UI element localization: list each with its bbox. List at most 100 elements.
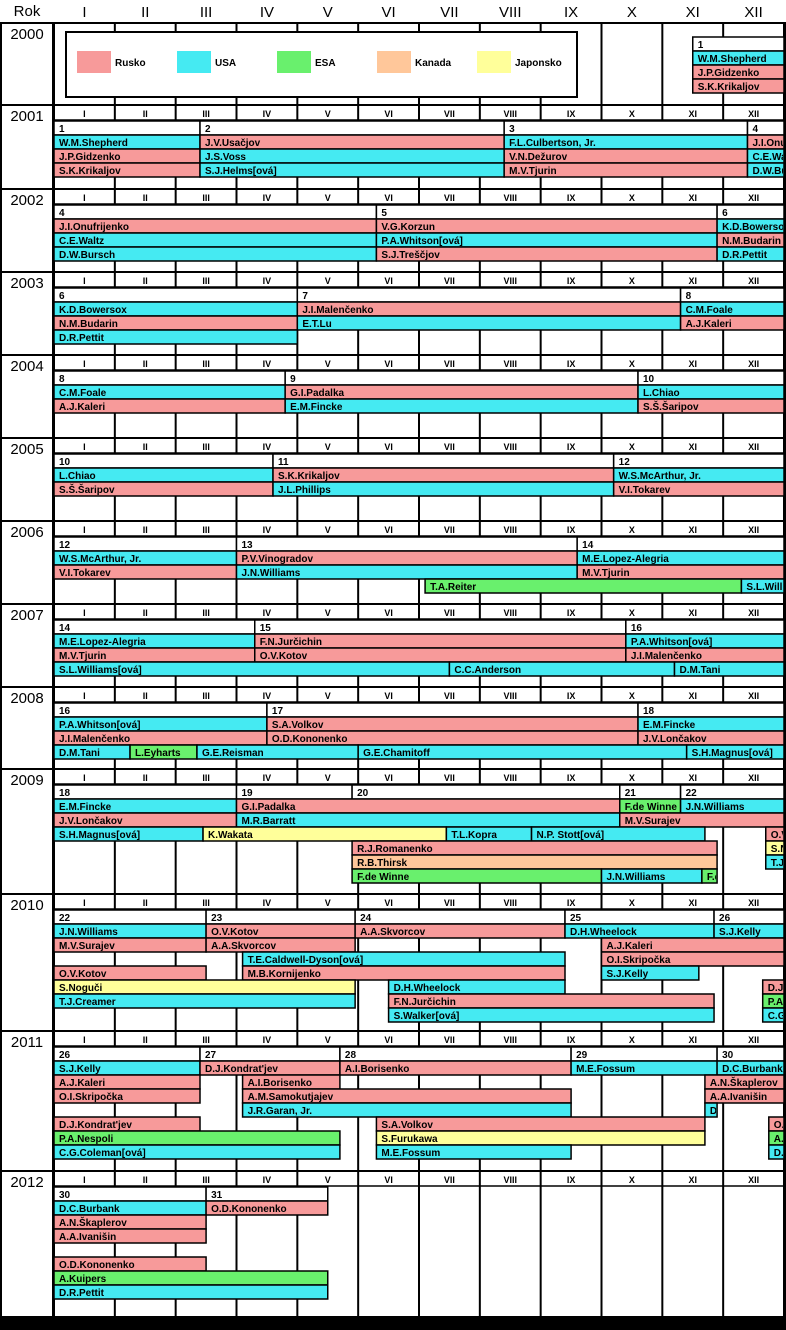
crew-member-label: K.Wakata	[208, 830, 253, 841]
crew-bar-2011-0	[53, 1046, 201, 1062]
year-label-2012: 2012	[10, 1174, 43, 1191]
month-label-2001-V: V	[325, 109, 331, 119]
month-label-2006-III: III	[202, 525, 210, 535]
crew-member-label: P.A.Nespoli	[768, 997, 786, 1008]
corner-label: Rok	[14, 3, 41, 20]
year-cell-2006	[2, 522, 52, 603]
crew-member-label: R.B.Thirsk	[357, 858, 407, 869]
crew-member-label: M.R.Barratt	[242, 816, 297, 827]
crew-bar-2011-3	[570, 1046, 718, 1062]
expedition-number: 1	[59, 124, 65, 135]
expedition-number: 22	[59, 913, 71, 924]
expedition-number: 7	[302, 291, 308, 302]
crew-member-label: V.N.Dežurov	[509, 152, 567, 163]
crew-member-label: O.V.Kotov	[211, 927, 259, 938]
crew-member-label: J.S.Voss	[205, 152, 246, 163]
crew-member-label: D.C.Burbank	[710, 1106, 771, 1117]
crew-member-label: O.V.Kotov	[260, 651, 308, 662]
month-label-2002-X: X	[629, 193, 635, 203]
crew-member-label: A.A.Ivanišin	[710, 1092, 767, 1103]
crew-member-label: A.A.Ivanišin	[59, 1232, 116, 1243]
crew-bar-2010-3	[564, 909, 715, 925]
expedition-number: 5	[381, 208, 387, 219]
crew-member-label: C.G.Coleman[ová]	[59, 1148, 146, 1159]
month-label-2006-VI: VI	[384, 525, 393, 535]
crew-bar-2007-0	[53, 619, 256, 635]
year-cell-2002	[2, 190, 52, 271]
crew-member-label: N.M.Budarin	[722, 236, 781, 247]
crew-bar-2007-2	[625, 619, 785, 635]
crew-member-label: J.V.Lončakov	[643, 734, 707, 745]
crew-member-label: A.J.Kaleri	[686, 319, 732, 330]
crew-member-label: G.E.Chamitoff	[363, 748, 430, 759]
crew-member-label: C.E.Waltz	[59, 236, 104, 247]
crew-member-label: A.N.Škaplerov	[59, 1216, 127, 1229]
month-label-2004-X: X	[629, 359, 635, 369]
crew-member-label: L.Eyharts	[135, 748, 181, 759]
expedition-number: 14	[59, 623, 71, 634]
crew-member-label: P.A.Whitson[ová]	[59, 720, 140, 731]
year-label-2002: 2002	[10, 192, 43, 209]
month-label-2002-XI: XI	[688, 193, 697, 203]
month-label-2001-XI: XI	[688, 109, 697, 119]
crew-bar-2003-2	[679, 287, 785, 303]
crew-member-label: D.W.Bursch	[59, 250, 115, 261]
expedition-number: 31	[211, 1190, 223, 1201]
legend-label-japonsko: Japonsko	[515, 58, 562, 69]
month-label-2001-VIII: VIII	[503, 109, 517, 119]
crew-member-label: D.R.Pettit	[722, 250, 768, 261]
month-label-2007-II: II	[143, 608, 148, 618]
crew-bar-2000-0	[692, 36, 785, 52]
year-label-2007: 2007	[10, 607, 43, 624]
crew-member-label: T.J.Creamer	[771, 858, 786, 869]
month-label-2008-XI: XI	[688, 691, 697, 701]
crew-bar-2002-0	[53, 204, 378, 220]
crew-member-label: S.A.Volkov	[381, 1120, 433, 1131]
crew-member-label: J.I.Malenčenko	[302, 305, 373, 316]
expedition-number: 29	[576, 1050, 588, 1061]
month-label-2010-III: III	[202, 898, 210, 908]
crew-member-label: S.K.Krikaljov	[59, 166, 121, 177]
crew-bar-2006-10	[740, 578, 785, 594]
crew-bar-2003-9	[53, 329, 299, 345]
crew-member-label: E.M.Fincke	[290, 402, 343, 413]
month-label-2005-VIII: VIII	[503, 442, 517, 452]
legend-label-rusko: Rusko	[115, 58, 146, 69]
expedition-number: 21	[625, 788, 637, 799]
month-label-2005-IX: IX	[567, 442, 576, 452]
month-label-2002-V: V	[325, 193, 331, 203]
crew-member-label: A.N.Škaplerov	[710, 1076, 778, 1089]
crew-bar-2002-1	[375, 204, 718, 220]
month-label-2011-XII: XII	[748, 1035, 759, 1045]
crew-member-label: M.E.Lopez-Alegria	[59, 637, 146, 648]
month-label-2006-X: X	[629, 525, 635, 535]
legend-label-esa: ESA	[315, 58, 336, 69]
expedition-number: 24	[360, 913, 372, 924]
crew-bar-2007-1	[254, 619, 627, 635]
year-cell-2003	[2, 273, 52, 354]
crew-bar-2008-1	[266, 702, 639, 718]
month-label-2007-V: V	[325, 608, 331, 618]
crew-member-label: D.M.Tani	[59, 748, 100, 759]
month-label-2007-VIII: VIII	[503, 608, 517, 618]
crew-bar-2010-2	[354, 909, 566, 925]
month-label-2007-I: I	[83, 608, 86, 618]
crew-member-label: E.M.Fincke	[59, 802, 112, 813]
crew-member-label: P.A.Whitson[ová]	[631, 637, 712, 648]
crew-member-label: O.V.Kotov	[771, 830, 786, 841]
crew-member-label: S.L.Williams[ová]	[59, 665, 142, 676]
crew-bar-2009-1	[235, 784, 353, 800]
month-label-2006-VIII: VIII	[503, 525, 517, 535]
crew-bar-2010-21	[53, 993, 356, 1009]
expedition-number: 17	[272, 706, 284, 717]
crew-bar-2001-1	[199, 120, 505, 136]
crew-member-label: K.D.Bowersox	[722, 222, 786, 233]
crew-member-label: J.I.Onufrijenko	[753, 138, 786, 149]
crew-member-label: F.L.Culbertson, Jr.	[509, 138, 596, 149]
crew-member-label: C.E.Waltz	[753, 152, 786, 163]
expedition-number: 27	[205, 1050, 217, 1061]
crew-bar-2005-8	[612, 481, 785, 497]
crew-member-label: G.I.Padalka	[290, 388, 344, 399]
crew-member-label: A.J.Kaleri	[59, 402, 105, 413]
crew-member-label: G.I.Padalka	[242, 802, 296, 813]
